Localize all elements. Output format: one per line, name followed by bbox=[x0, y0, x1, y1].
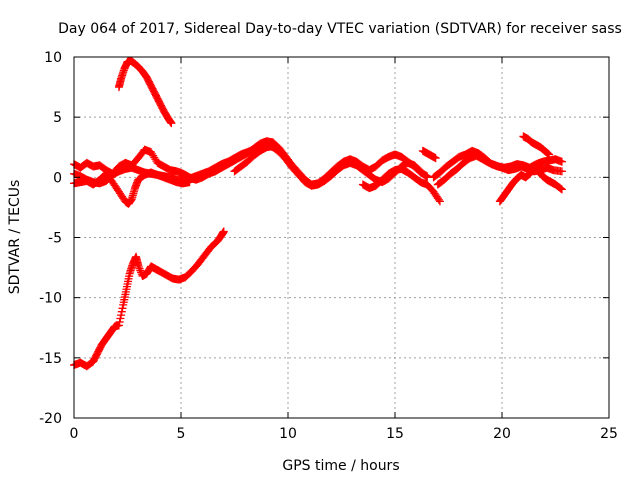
data-point bbox=[134, 261, 143, 270]
data-point bbox=[134, 262, 143, 271]
x-tick-label: 15 bbox=[386, 426, 404, 442]
data-point bbox=[557, 157, 566, 166]
data-point bbox=[167, 119, 176, 128]
data-point bbox=[118, 304, 127, 313]
data-point bbox=[545, 150, 554, 159]
x-tick-label: 5 bbox=[177, 426, 186, 442]
data-point bbox=[431, 154, 440, 163]
series-segment-16-17 bbox=[418, 146, 440, 163]
series-band-B bbox=[70, 140, 432, 208]
data-point bbox=[136, 266, 145, 275]
data-point bbox=[435, 197, 444, 206]
data-points bbox=[70, 56, 566, 371]
data-point bbox=[115, 317, 124, 326]
y-tick-label: 5 bbox=[53, 110, 62, 126]
series-late-band-C bbox=[495, 163, 566, 206]
data-point bbox=[117, 311, 126, 320]
data-point bbox=[422, 172, 431, 181]
series-low-arc bbox=[70, 227, 228, 371]
data-point bbox=[185, 178, 194, 187]
x-tick-label: 20 bbox=[493, 426, 511, 442]
x-tick-label: 10 bbox=[279, 426, 297, 442]
axis-ticks: 0 5 10 15 20 25 -20 -15 -10 -5 0 5 10 bbox=[39, 50, 618, 442]
y-tick-label: -15 bbox=[39, 351, 62, 367]
data-point bbox=[117, 307, 126, 316]
data-point bbox=[557, 185, 566, 194]
x-tick-label: 25 bbox=[600, 426, 618, 442]
data-point bbox=[557, 167, 566, 176]
grid bbox=[74, 57, 609, 418]
y-tick-label: 10 bbox=[44, 50, 62, 66]
series-late-arc bbox=[519, 132, 554, 159]
data-point bbox=[114, 321, 123, 330]
y-tick-label: -20 bbox=[39, 411, 62, 427]
x-axis-label: GPS time / hours bbox=[282, 458, 399, 474]
series-high-arc bbox=[114, 56, 176, 128]
y-axis-label: SDTVAR / TECUs bbox=[7, 180, 23, 295]
data-point bbox=[269, 142, 278, 151]
data-point bbox=[219, 227, 228, 236]
data-point bbox=[434, 195, 443, 204]
y-tick-label: -5 bbox=[48, 231, 62, 247]
data-point bbox=[116, 314, 125, 323]
data-point bbox=[556, 184, 565, 193]
x-tick-label: 0 bbox=[70, 426, 79, 442]
chart-title: Day 064 of 2017, Sidereal Day-to-day VTE… bbox=[58, 21, 622, 37]
y-tick-label: 0 bbox=[53, 170, 62, 186]
data-point bbox=[135, 264, 144, 273]
series-band-C bbox=[70, 142, 444, 206]
y-tick-label: -10 bbox=[39, 291, 62, 307]
